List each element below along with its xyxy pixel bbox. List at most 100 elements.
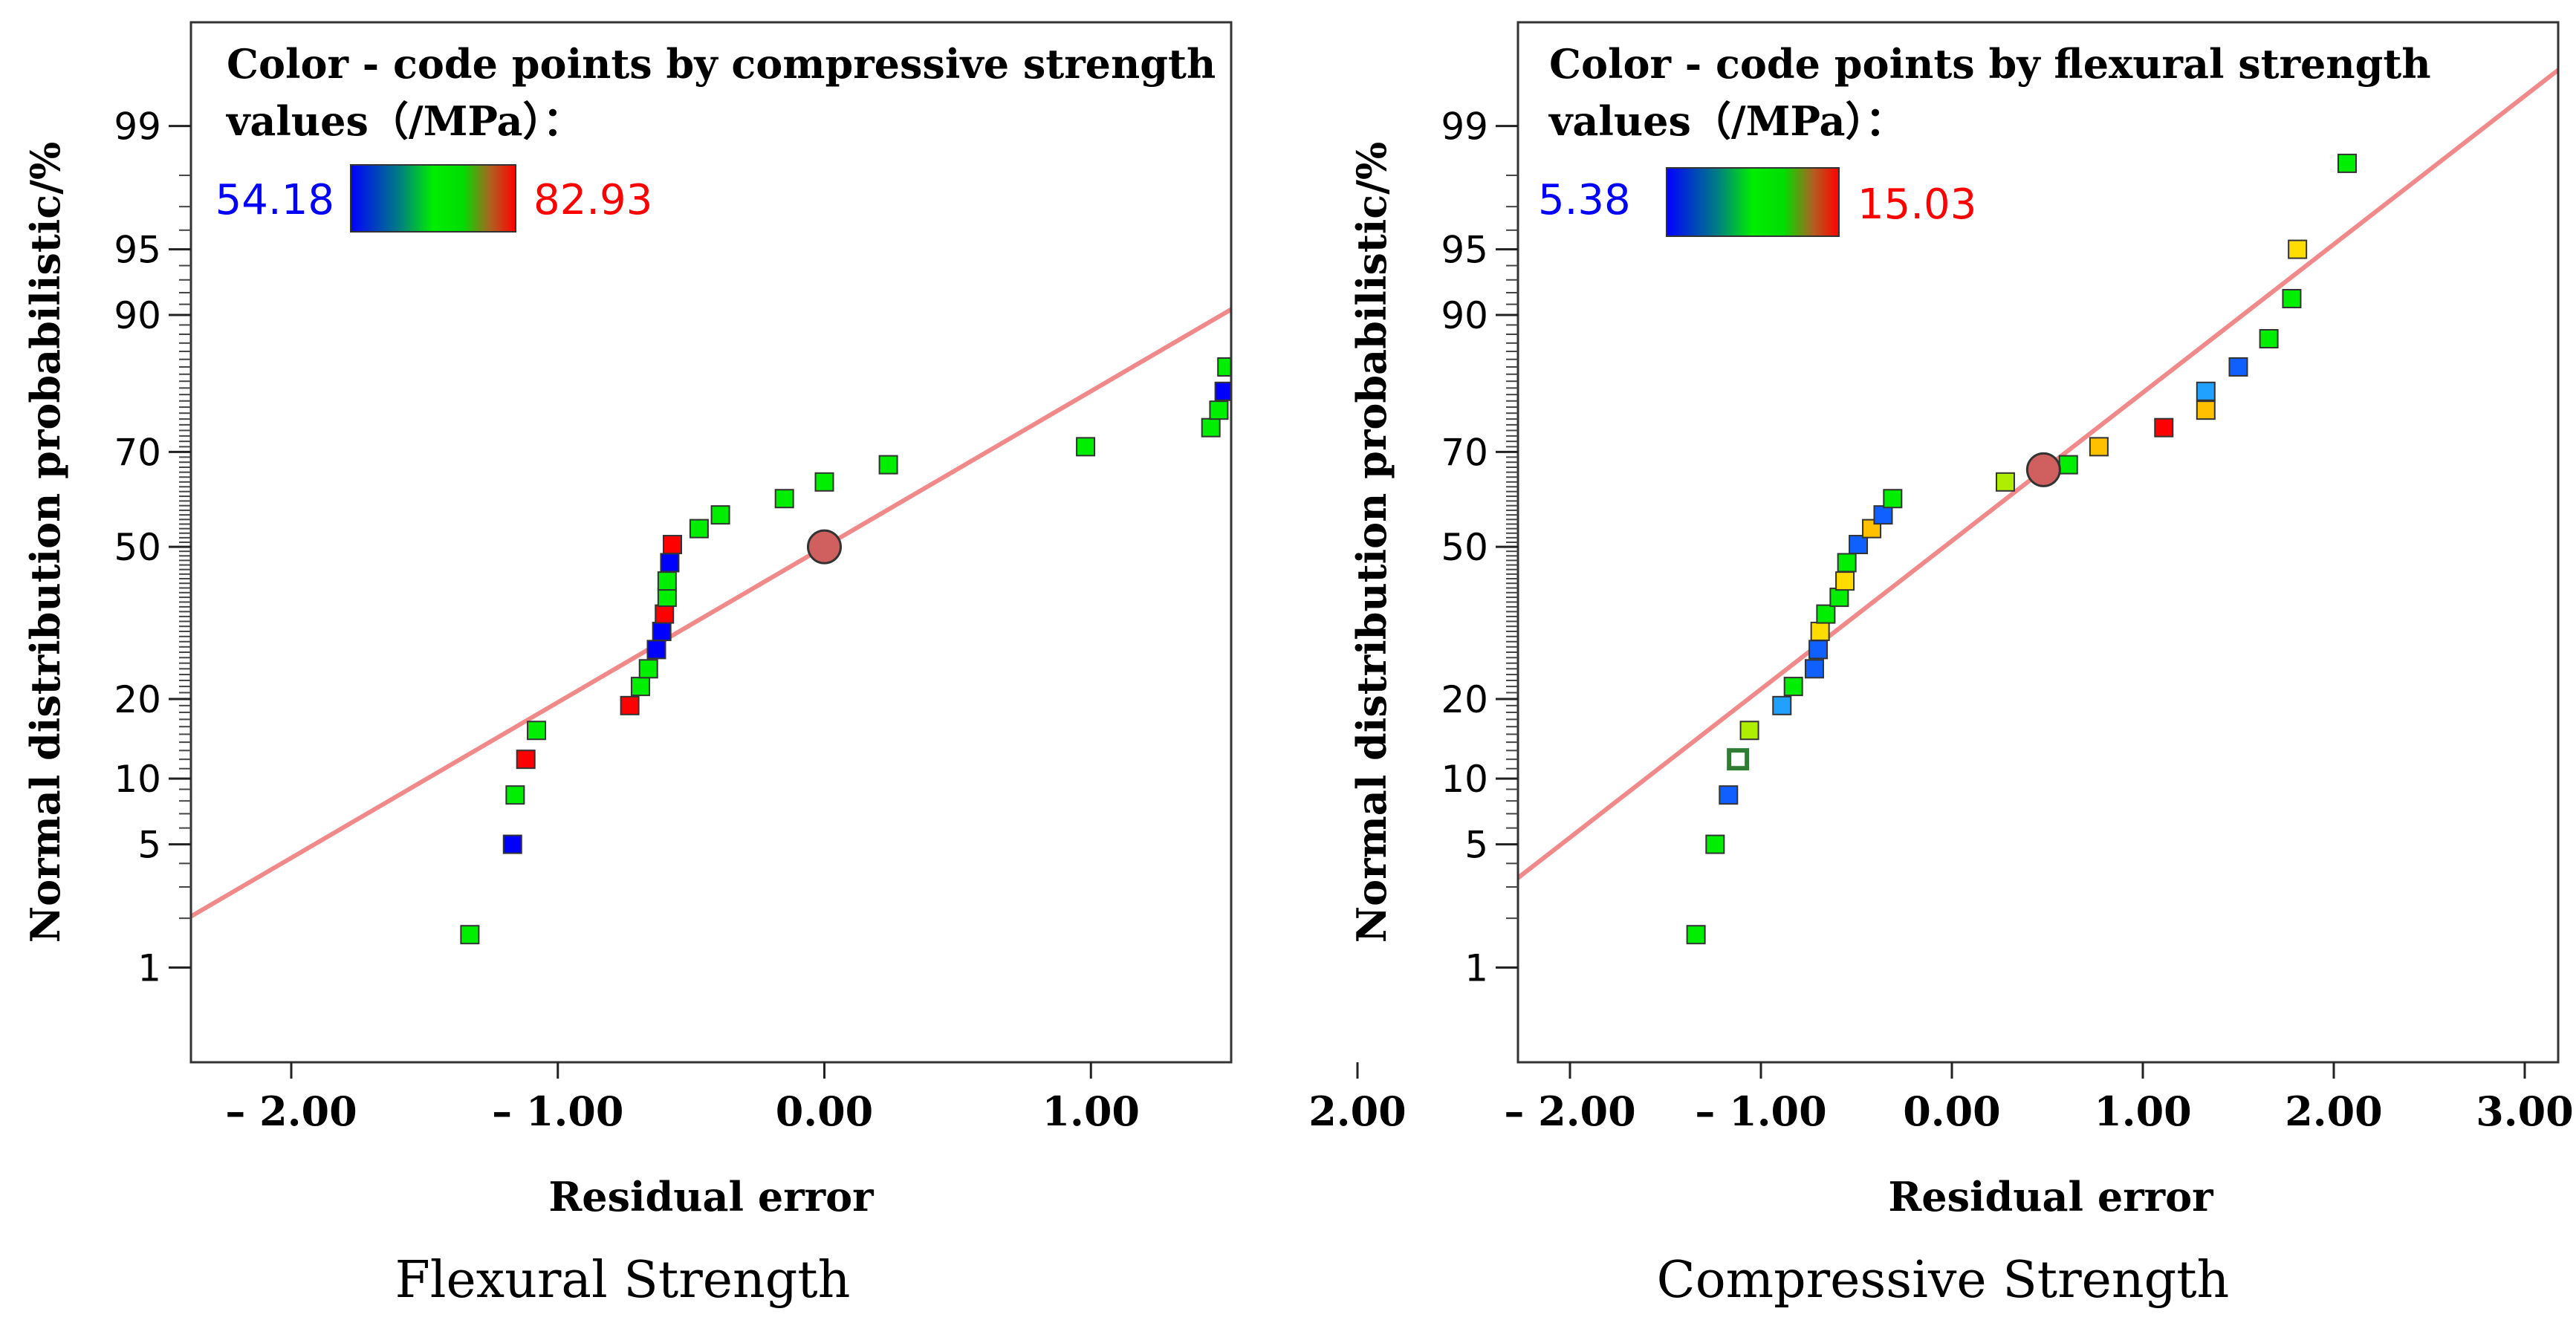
plot-frame: [189, 21, 1233, 1064]
data-point: [1217, 357, 1231, 377]
y-tick-label: 1: [137, 947, 161, 990]
data-point: [2282, 288, 2302, 308]
data-point: [652, 621, 672, 641]
data-point: [505, 785, 525, 805]
data-point: [657, 588, 677, 608]
colorbar: [350, 164, 516, 233]
data-point: [814, 472, 834, 492]
data-point: [516, 750, 536, 770]
data-point: [1816, 604, 1836, 624]
y-axis-label: Normal distribution probabilistic/%: [1348, 142, 1395, 943]
data-point: [1837, 553, 1857, 573]
y-tick-label: 50: [114, 526, 161, 569]
y-tick-label: 5: [1464, 824, 1488, 867]
y-tick-label: 20: [114, 678, 161, 721]
x-tick-label: 0.00: [776, 1088, 874, 1135]
x-axis: – 2.00 – 1.00 0.00 1.00 2.00: [225, 1062, 1407, 1135]
y-tick-label: 95: [1441, 229, 1488, 272]
data-point: [502, 834, 522, 854]
center-marker: [2025, 452, 2061, 487]
data-point: [774, 489, 794, 509]
data-point: [1201, 417, 1221, 438]
data-point: [1686, 925, 1706, 945]
data-point: [527, 721, 547, 741]
center-marker: [807, 529, 842, 565]
data-point: [1772, 695, 1792, 715]
colorbar-min-label: 5.38: [1538, 176, 1631, 224]
data-point: [2288, 239, 2308, 259]
x-tick-label: – 2.00: [1504, 1088, 1635, 1135]
data-point: [657, 571, 677, 591]
data-point: [1214, 381, 1231, 401]
y-tick-label: 95: [114, 229, 161, 272]
data-point: [2228, 357, 2248, 377]
y-tick-label: 70: [114, 431, 161, 474]
data-point: [2058, 455, 2078, 475]
x-tick-label: – 1.00: [1695, 1088, 1826, 1135]
data-point: [1739, 721, 1759, 741]
data-point: [620, 695, 640, 715]
x-tick-label: 3.00: [2476, 1088, 2574, 1135]
y-tick-label: 70: [1441, 431, 1488, 474]
panel-caption: Flexural Strength: [395, 1251, 851, 1310]
data-point: [1883, 489, 1903, 509]
data-point: [630, 677, 650, 697]
data-point: [689, 519, 709, 539]
y-tick-label: 10: [114, 758, 161, 801]
data-point: [2154, 417, 2174, 438]
legend-title-line2: values（/MPa）：: [1548, 97, 1906, 145]
data-point: [1849, 535, 1869, 555]
data-point: [2196, 400, 2216, 420]
colorbar-max-label: 82.93: [533, 176, 652, 224]
data-point: [1873, 505, 1893, 525]
colorbar-min-label: 54.18: [215, 176, 334, 224]
legend-title-line1: Color - code points by compressive stren…: [227, 40, 1216, 88]
data-point: [1829, 588, 1849, 608]
data-point: [655, 604, 675, 624]
data-point: [1727, 748, 1750, 771]
x-tick-label: 2.00: [1308, 1088, 1407, 1135]
data-point: [638, 659, 658, 679]
plot-area: [191, 155, 1292, 945]
x-axis: – 2.00 – 1.00 0.00 1.00 2.00 3.00: [1504, 1062, 2574, 1135]
legend-title-line2: values（/MPa）：: [226, 97, 583, 145]
panel-compressive-strength: 1 5 10 20 50 70 90 95 99 – 2.00 – 1.00 0.00 1.00 2.0…: [1348, 21, 2574, 1310]
data-point: [878, 455, 898, 475]
data-point: [1783, 677, 1803, 697]
x-tick-label: 1.00: [2094, 1088, 2192, 1135]
data-point: [710, 505, 730, 525]
data-point: [1995, 472, 2015, 492]
y-tick-label: 90: [1441, 294, 1488, 337]
data-point: [1236, 330, 1254, 348]
y-axis-label: Normal distribution probabilistic/%: [22, 142, 69, 943]
x-tick-label: 2.00: [2285, 1088, 2383, 1135]
y-tick-label: 5: [137, 824, 161, 867]
data-point: [660, 553, 680, 573]
plot-area: [1518, 67, 2558, 945]
data-point: [1705, 834, 1725, 854]
data-point: [1261, 241, 1279, 259]
colorbar: [1666, 167, 1840, 237]
x-tick-label: 0.00: [1903, 1088, 2001, 1135]
y-tick-label: 99: [114, 105, 161, 149]
data-point: [460, 925, 480, 945]
y-axis: 1 5 10 20 50 70 90 95 99: [114, 105, 191, 990]
data-point: [1274, 155, 1292, 172]
legend-title-line1: Color - code points by flexural strength: [1549, 40, 2431, 88]
x-axis-label: Residual error: [548, 1173, 874, 1220]
panel-flexural-strength: 1 5 10 20 50 70 90 95 99 – 2.00 – 1.00 0.00 1.00 2.0…: [22, 21, 1407, 1310]
y-tick-label: 90: [114, 294, 161, 337]
x-tick-label: – 2.00: [225, 1088, 357, 1135]
y-tick-label: 99: [1441, 105, 1488, 149]
data-point: [1209, 400, 1229, 420]
data-point: [2089, 437, 2109, 457]
data-point: [2196, 381, 2216, 401]
x-axis-label: Residual error: [1888, 1173, 2213, 1220]
colorbar-max-label: 15.03: [1858, 181, 1976, 229]
y-tick-label: 50: [1441, 526, 1488, 569]
data-point: [646, 640, 666, 660]
data-point: [1719, 785, 1739, 805]
y-tick-label: 20: [1441, 678, 1488, 721]
data-point: [1808, 640, 1829, 660]
